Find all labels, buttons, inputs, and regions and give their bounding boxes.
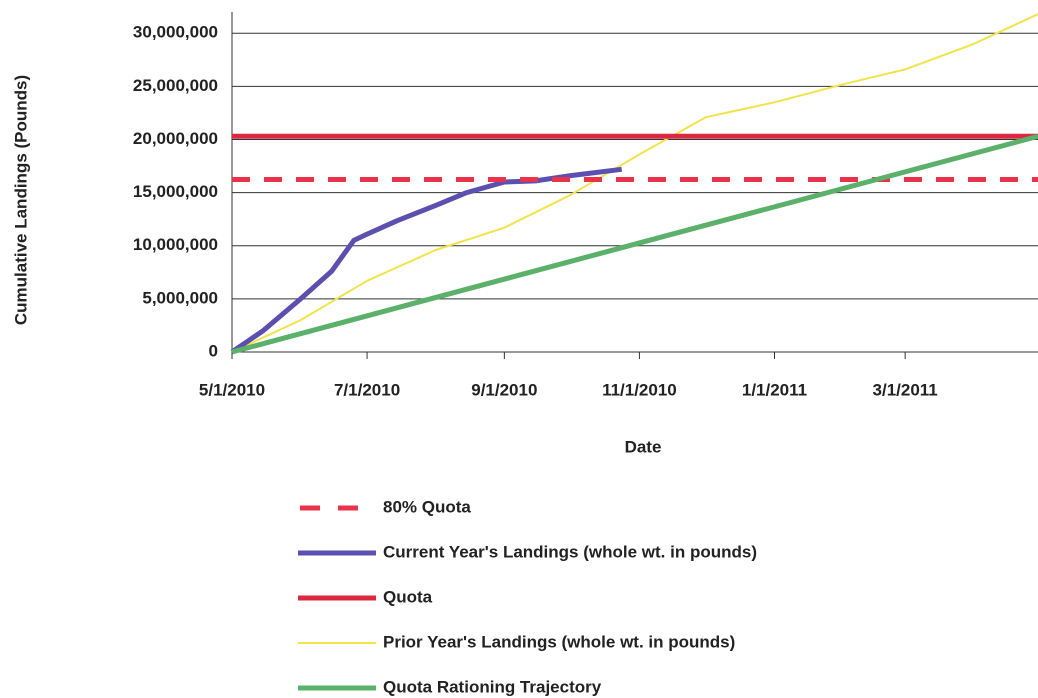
x-axis-title: Date (625, 437, 662, 456)
legend-label: 80% Quota (383, 497, 471, 516)
legend-label: Quota (383, 587, 433, 606)
x-tick-label: 3/1/2011 (873, 380, 938, 399)
x-tick-label: 9/1/2010 (471, 380, 537, 399)
x-tick-label: 7/1/2010 (334, 380, 400, 399)
y-tick-label: 30,000,000 (133, 23, 218, 42)
y-tick-label: 5,000,000 (142, 288, 218, 307)
y-tick-label: 15,000,000 (133, 182, 218, 201)
y-tick-label: 25,000,000 (133, 76, 218, 95)
legend-label: Quota Rationing Trajectory (383, 677, 602, 696)
x-tick-label: 11/1/2010 (602, 380, 677, 399)
y-tick-label: 0 (209, 341, 218, 360)
legend-label: Current Year's Landings (whole wt. in po… (383, 542, 757, 561)
y-axis-title: Cumulative Landings (Pounds) (11, 75, 30, 325)
y-tick-label: 20,000,000 (133, 129, 218, 148)
x-tick-label: 5/1/2010 (199, 380, 265, 399)
x-tick-label: 1/1/2011 (742, 380, 807, 399)
y-tick-label: 10,000,000 (133, 235, 218, 254)
legend-label: Prior Year's Landings (whole wt. in poun… (383, 632, 735, 651)
series-line (231, 133, 1038, 355)
series-line (231, 13, 1038, 353)
